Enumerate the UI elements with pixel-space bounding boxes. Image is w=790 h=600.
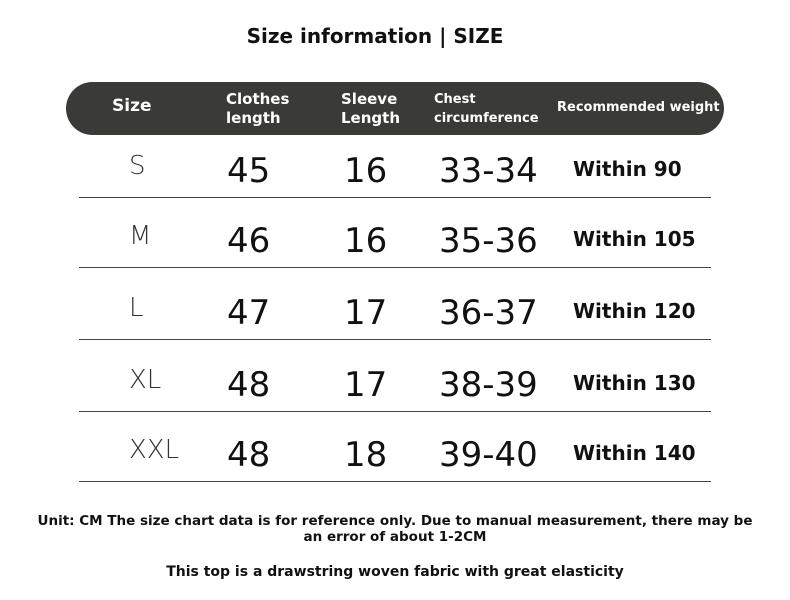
cell-clothes-length: 46	[227, 221, 271, 261]
header-weight: Recommended weight	[557, 100, 720, 115]
table-row: S 45 16 33-34 Within 90	[79, 127, 711, 198]
cell-sleeve-length: 17	[344, 365, 388, 405]
cell-weight: Within 140	[573, 441, 696, 465]
cell-chest: 39-40	[439, 435, 538, 475]
cell-weight: Within 120	[573, 299, 696, 323]
header-sleeve-length: Sleeve Length	[341, 90, 400, 127]
fabric-note: This top is a drawstring woven fabric wi…	[166, 564, 624, 580]
cell-size: L	[129, 293, 144, 323]
cell-clothes-length: 45	[227, 151, 271, 191]
cell-clothes-length: 48	[227, 435, 271, 475]
table-row: M 46 16 35-36 Within 105	[79, 197, 711, 268]
cell-size: S	[129, 151, 146, 181]
unit-note: Unit: CM The size chart data is for refe…	[37, 513, 753, 545]
cell-size: XL	[129, 365, 162, 395]
cell-clothes-length: 48	[227, 365, 271, 405]
cell-sleeve-length: 17	[344, 293, 388, 333]
cell-sleeve-length: 18	[344, 435, 388, 475]
cell-weight: Within 130	[573, 371, 696, 395]
cell-chest: 38-39	[439, 365, 538, 405]
cell-size: M	[129, 221, 152, 251]
cell-chest: 33-34	[439, 151, 538, 191]
header-size: Size	[112, 96, 152, 116]
cell-sleeve-length: 16	[344, 151, 388, 191]
cell-chest: 36-37	[439, 293, 538, 333]
cell-clothes-length: 47	[227, 293, 271, 333]
header-chest: Chest circumference	[434, 92, 539, 126]
page-title: Size information | SIZE	[246, 24, 504, 48]
cell-chest: 35-36	[439, 221, 538, 261]
cell-size: XXL	[129, 435, 180, 465]
table-row: XXL 48 18 39-40 Within 140	[79, 411, 711, 482]
cell-sleeve-length: 16	[344, 221, 388, 261]
table-row: XL 48 17 38-39 Within 130	[79, 341, 711, 412]
table-row: L 47 17 36-37 Within 120	[79, 269, 711, 340]
cell-weight: Within 105	[573, 227, 696, 251]
table-header: Size Clothes length Sleeve Length Chest …	[66, 82, 724, 135]
cell-weight: Within 90	[573, 157, 682, 181]
header-clothes-length: Clothes length	[226, 90, 290, 127]
